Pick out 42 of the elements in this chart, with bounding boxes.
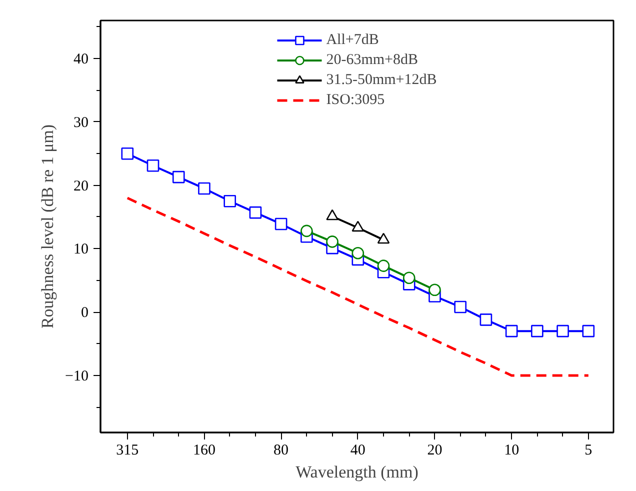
point [531, 324, 544, 338]
x-tick-label: 10 [504, 442, 520, 458]
point [172, 170, 185, 184]
point [556, 324, 569, 338]
point [249, 206, 262, 219]
point [402, 272, 416, 284]
legend-label: All+7dB [326, 31, 379, 49]
legend-label: 31.5-50mm+12dB [326, 71, 437, 89]
legend-label: ISO:3095 [326, 91, 385, 109]
y-tick-label: 40 [74, 52, 88, 68]
point [428, 284, 441, 296]
y-tick-label: 10 [74, 242, 88, 258]
point [377, 260, 390, 272]
x-tick-label: 40 [350, 442, 366, 458]
x-tick-label: 20 [427, 442, 442, 458]
point [505, 324, 518, 338]
point [224, 194, 236, 208]
point [352, 246, 364, 260]
y-tick-label: 20 [74, 178, 88, 194]
point [377, 232, 390, 244]
x-axis-title: Wavelength (mm) [296, 462, 418, 482]
y-axis-title: Roughness level (dB re 1 μm) [38, 124, 58, 329]
y-tick-label: −10 [65, 368, 89, 384]
point [198, 182, 210, 195]
point [352, 220, 364, 232]
y-tick-label: 30 [74, 114, 88, 131]
y-tick-label: 0 [81, 305, 88, 322]
point [300, 224, 313, 238]
x-tick-label: 160 [192, 442, 216, 458]
x-tick-label: 315 [116, 442, 139, 458]
point [326, 209, 338, 220]
line-series [126, 196, 590, 377]
point [121, 147, 134, 160]
point [582, 324, 595, 338]
point [326, 236, 338, 248]
point [454, 300, 466, 314]
legend-label: 20-63mm+8dB [326, 51, 418, 69]
point [480, 314, 492, 326]
point [146, 160, 160, 172]
x-tick-label: 80 [274, 442, 289, 458]
point [274, 218, 288, 230]
x-tick-label: 5 [584, 442, 592, 458]
